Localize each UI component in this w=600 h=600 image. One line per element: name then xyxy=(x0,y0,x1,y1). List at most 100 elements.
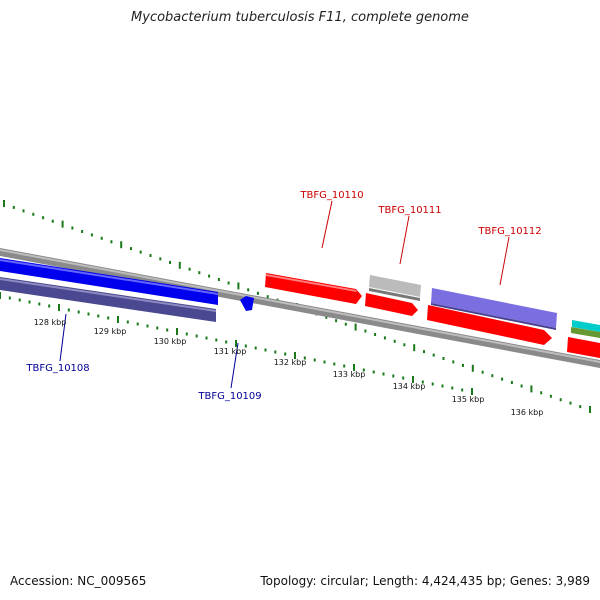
gene-bar-darkblue-highlight xyxy=(0,278,216,312)
minor-tick xyxy=(8,296,11,300)
minor-tick xyxy=(266,295,269,299)
gene-bar-red-lower-1[interactable] xyxy=(365,293,418,316)
major-tick xyxy=(176,328,178,335)
gene-bar-small-blue[interactable] xyxy=(240,296,254,311)
minor-tick xyxy=(149,254,152,257)
minor-tick xyxy=(520,384,523,388)
major-tick xyxy=(471,388,473,395)
major-tick xyxy=(589,406,591,413)
major-tick xyxy=(237,282,240,290)
minor-tick xyxy=(313,358,316,362)
scale-label: 132 kbp xyxy=(274,358,307,367)
minor-tick xyxy=(110,240,113,244)
major-tick xyxy=(0,292,1,299)
minor-tick xyxy=(569,401,572,405)
gene-label-tbfg-10111[interactable]: TBFG_10111 xyxy=(377,205,441,216)
minor-tick xyxy=(185,332,188,336)
minor-tick xyxy=(67,308,70,312)
minor-tick xyxy=(335,319,338,323)
minor-tick xyxy=(284,352,287,356)
minor-tick xyxy=(22,209,25,213)
gene-bar-darkblue[interactable] xyxy=(0,277,216,322)
gene-bar-red-10110-highlight xyxy=(266,274,357,292)
scale-label: 131 kbp xyxy=(214,347,247,356)
gene-bar-blue-highlight xyxy=(0,259,218,295)
accession-text: Accession: NC_009565 xyxy=(10,574,147,588)
minor-tick xyxy=(402,376,405,380)
minor-tick xyxy=(136,322,139,326)
gene-label-tbfg-10109[interactable]: TBFG_10109 xyxy=(197,391,261,402)
minor-tick xyxy=(382,372,385,376)
minor-tick xyxy=(107,316,110,320)
minor-tick xyxy=(254,346,257,350)
major-tick xyxy=(235,340,237,347)
minor-tick xyxy=(169,260,171,264)
gene-bar-red-lower-3[interactable] xyxy=(567,337,600,358)
gene-label-tbfg-10110[interactable]: TBFG_10110 xyxy=(299,190,363,201)
minor-tick xyxy=(42,216,45,220)
minor-tick xyxy=(139,250,142,254)
minor-tick xyxy=(188,267,191,271)
minor-tick xyxy=(87,312,90,316)
minor-tick xyxy=(126,320,129,324)
minor-tick xyxy=(81,230,84,233)
major-tick xyxy=(530,385,533,393)
minor-tick xyxy=(215,338,218,342)
scale-label: 134 kbp xyxy=(393,382,426,391)
minor-tick xyxy=(51,219,54,223)
scale-label: 128 kbp xyxy=(34,318,67,327)
minor-tick xyxy=(274,350,277,354)
major-tick xyxy=(58,304,60,311)
gene-bar-red-10110[interactable] xyxy=(265,273,362,304)
minor-tick xyxy=(38,302,41,306)
minor-tick xyxy=(195,334,198,338)
leader-line-10108 xyxy=(59,313,67,362)
gene-bar-purple-10112-edge xyxy=(431,303,556,330)
minor-tick xyxy=(333,362,336,366)
map-title: Mycobacterium tuberculosis F11, complete… xyxy=(131,10,469,25)
major-tick xyxy=(471,364,474,372)
minor-tick xyxy=(97,314,100,318)
gene-bar-olive[interactable] xyxy=(571,327,600,338)
minor-tick xyxy=(100,236,103,240)
gene-bar-gray-10111[interactable] xyxy=(369,275,421,297)
minor-tick xyxy=(441,384,444,388)
minor-tick xyxy=(442,357,445,360)
minor-tick xyxy=(549,394,552,398)
gene-label-tbfg-10112[interactable]: TBFG_10112 xyxy=(477,226,541,237)
minor-tick xyxy=(421,380,424,384)
major-tick xyxy=(354,323,357,331)
minor-tick xyxy=(383,336,386,340)
minor-tick xyxy=(303,356,306,360)
minor-tick xyxy=(451,386,454,390)
minor-tick xyxy=(362,368,365,372)
scale-label: 130 kbp xyxy=(154,337,187,346)
major-tick xyxy=(353,364,355,371)
gene-label-tbfg-10108[interactable]: TBFG_10108 xyxy=(25,363,89,374)
minor-tick xyxy=(264,348,267,352)
minor-tick xyxy=(559,398,562,402)
minor-tick xyxy=(225,340,228,344)
minor-tick xyxy=(146,324,149,328)
minor-tick xyxy=(256,291,259,295)
minor-tick xyxy=(372,370,375,374)
minor-tick xyxy=(461,388,464,392)
minor-tick xyxy=(130,247,132,251)
minor-tick xyxy=(71,226,74,230)
minor-tick xyxy=(325,315,328,319)
gene-bar-purple-10112[interactable] xyxy=(431,288,557,328)
major-tick xyxy=(178,261,181,269)
genome-backbone-highlight xyxy=(0,249,600,363)
gene-bar-blue[interactable] xyxy=(0,258,218,305)
minor-tick xyxy=(159,257,162,261)
minor-tick xyxy=(247,288,250,292)
scale-label: 135 kbp xyxy=(452,395,485,404)
inner-tick-row xyxy=(0,292,473,395)
minor-tick xyxy=(48,304,51,308)
minor-tick xyxy=(227,281,230,285)
gene-bar-cyan[interactable] xyxy=(572,320,600,332)
gene-bar-red-lower-2[interactable] xyxy=(427,305,552,345)
minor-tick xyxy=(28,300,31,304)
genome-summary-text: Topology: circular; Length: 4,424,435 bp… xyxy=(260,574,590,588)
